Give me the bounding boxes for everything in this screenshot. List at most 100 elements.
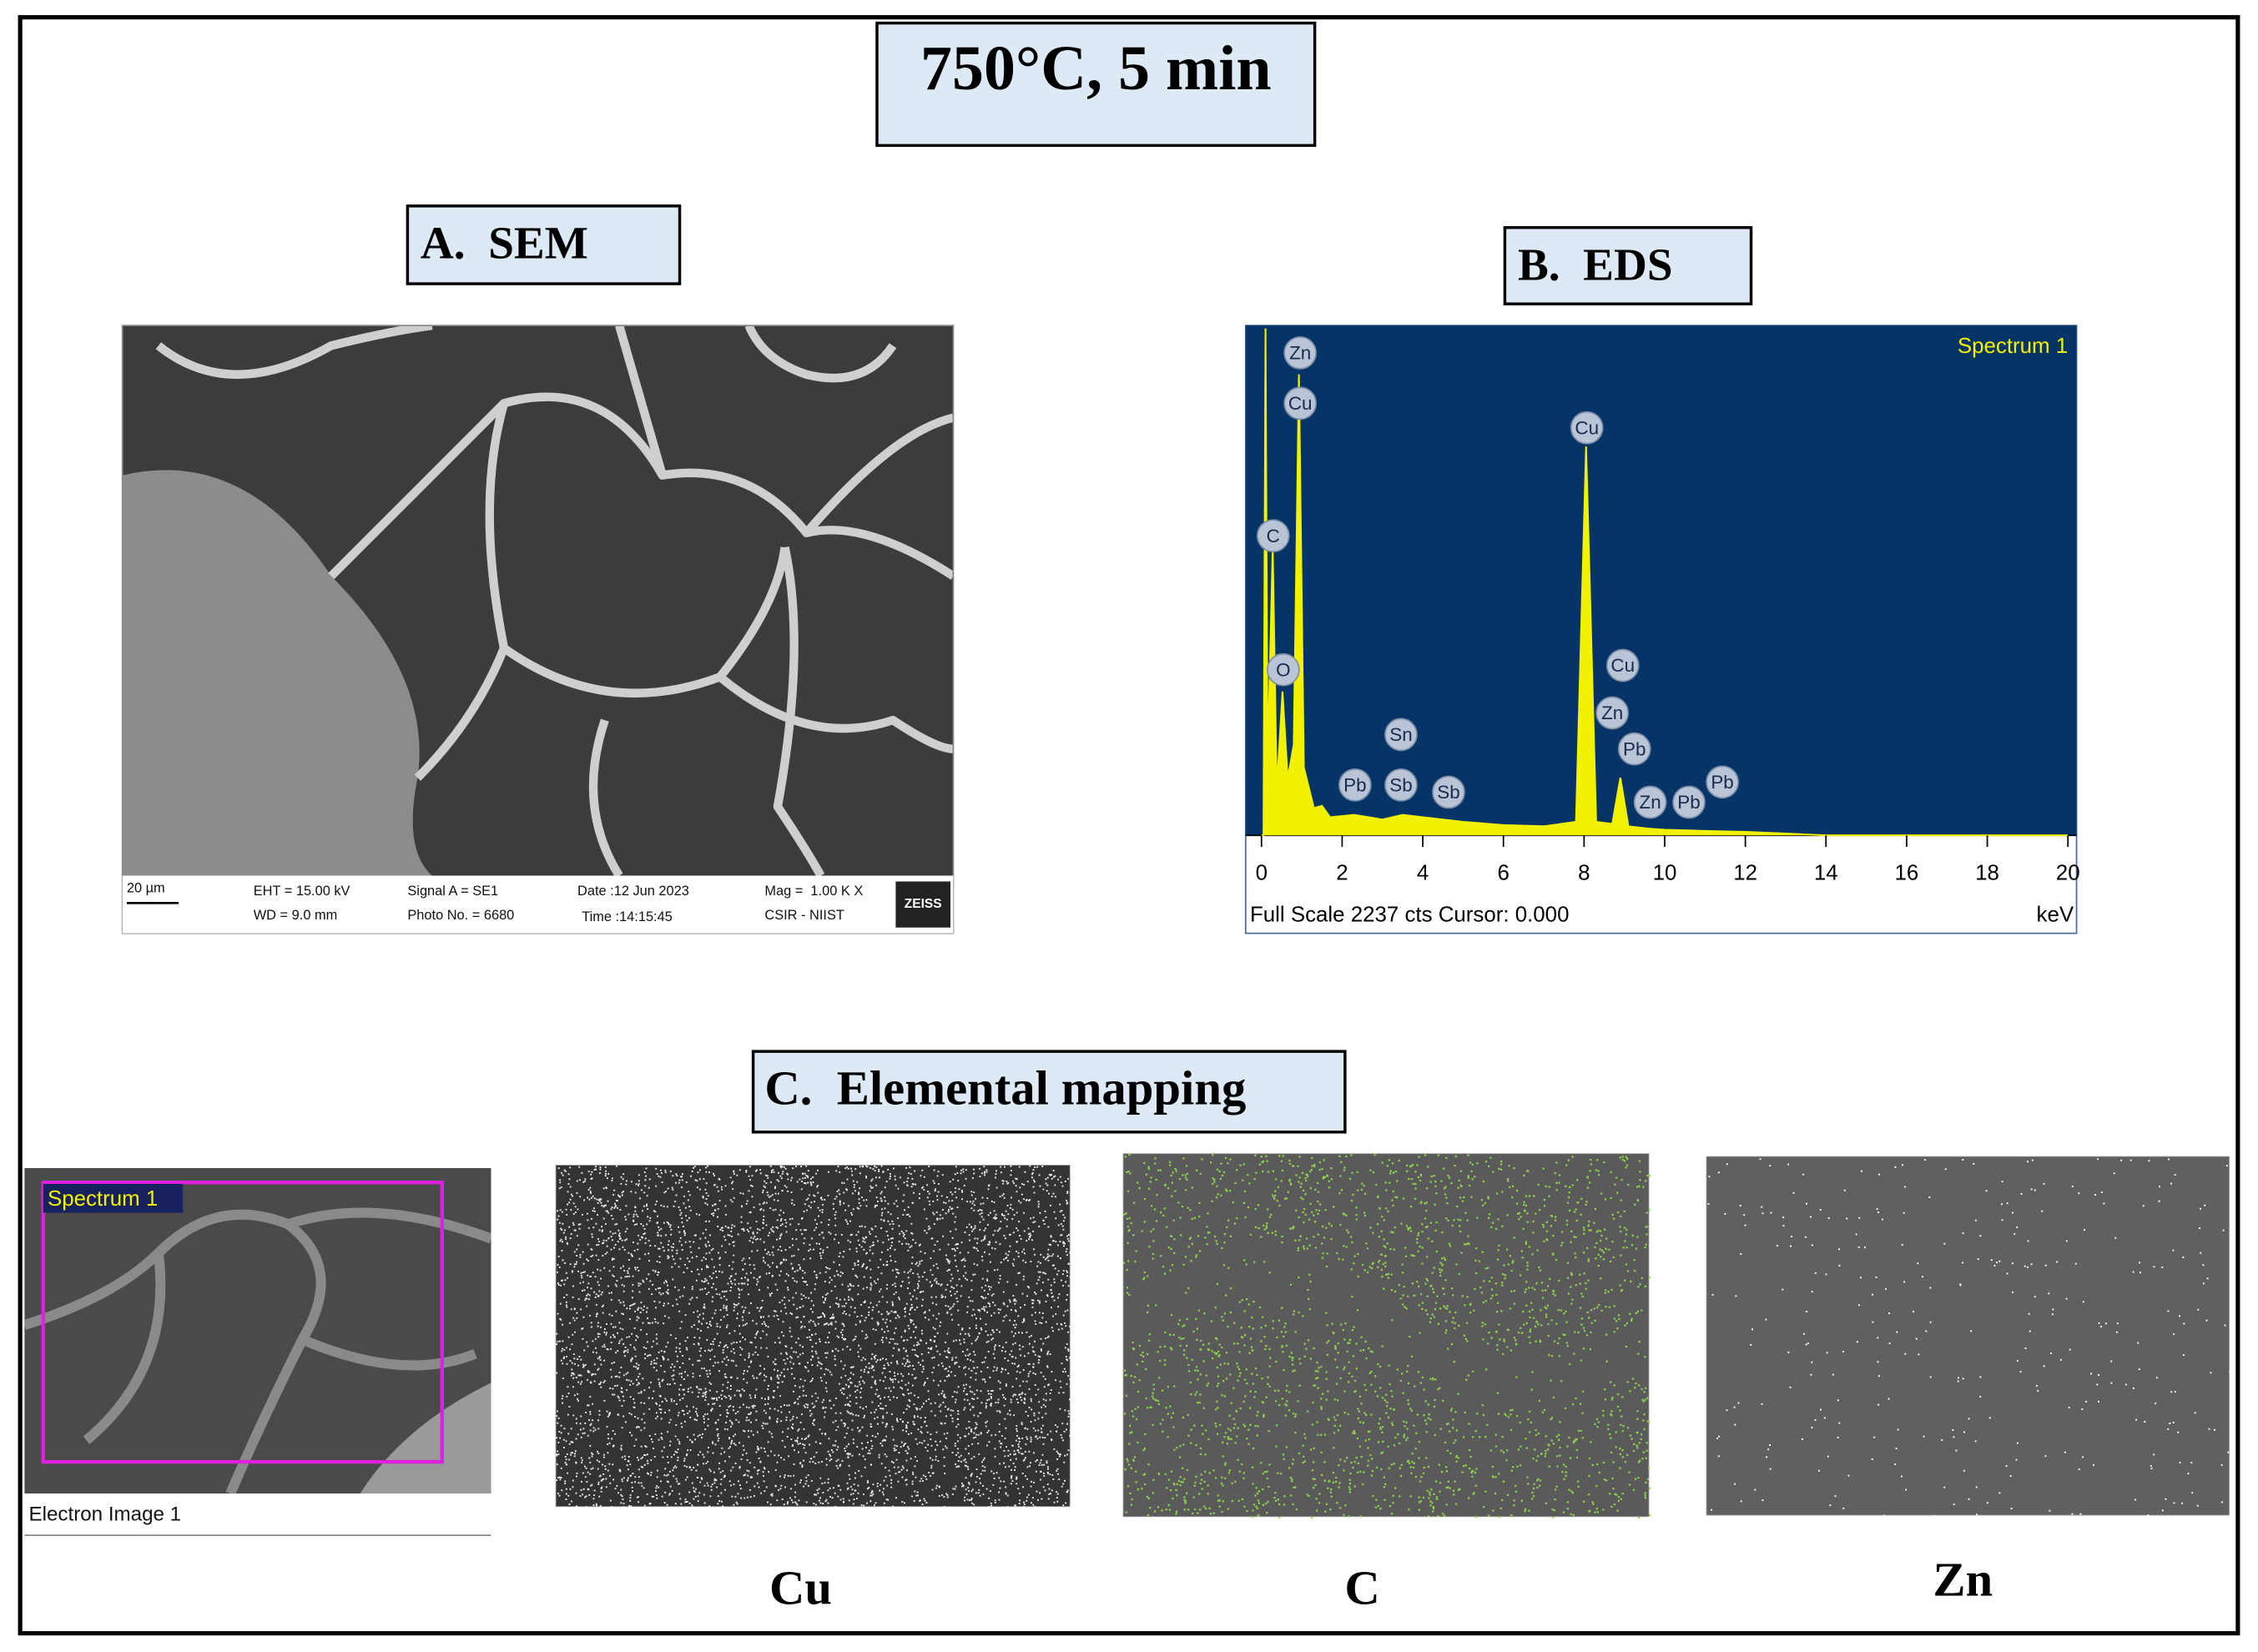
map-dot — [624, 1276, 627, 1278]
map-dot — [711, 1317, 713, 1319]
map-dot — [693, 1166, 694, 1169]
map-dot — [789, 1497, 791, 1499]
map-dot — [869, 1166, 872, 1169]
map-dot — [951, 1318, 954, 1321]
map-dot — [827, 1489, 829, 1492]
map-dot — [936, 1240, 939, 1242]
map-dot — [688, 1410, 691, 1413]
map-dot — [635, 1366, 638, 1368]
map-dot — [748, 1231, 750, 1232]
map-dot — [721, 1271, 723, 1273]
map-dot — [591, 1171, 593, 1173]
map-dot — [824, 1482, 826, 1484]
map-dot — [600, 1326, 602, 1328]
map-dot — [557, 1441, 560, 1443]
map-dot — [710, 1409, 713, 1412]
map-dot — [780, 1250, 783, 1252]
map-dot — [1032, 1503, 1035, 1506]
map-dot — [767, 1388, 769, 1390]
info-bar — [122, 875, 954, 934]
map-dot — [946, 1311, 949, 1313]
map-dot — [644, 1237, 647, 1240]
map-dot — [556, 1454, 558, 1457]
map-dot — [557, 1312, 559, 1315]
peak-label: Pb — [1711, 772, 1733, 793]
map-dot — [602, 1229, 603, 1231]
map-dot — [955, 1362, 958, 1364]
map-dot — [640, 1392, 643, 1394]
map-dot — [941, 1209, 944, 1211]
map-dot — [818, 1361, 819, 1363]
map-dot — [1033, 1191, 1036, 1194]
map-dot — [1069, 1252, 1071, 1254]
map-dot — [1015, 1323, 1017, 1326]
map-dot — [618, 1322, 621, 1324]
map-dot — [956, 1206, 959, 1208]
map-dot — [599, 1504, 602, 1507]
map-dot — [950, 1191, 952, 1193]
map-dot — [1039, 1492, 1041, 1494]
map-dot — [634, 1348, 637, 1351]
map-dot — [1055, 1379, 1057, 1382]
map-dot — [683, 1420, 686, 1423]
map-dot — [780, 1457, 783, 1459]
map-dot — [1046, 1462, 1048, 1464]
map-dot — [985, 1405, 987, 1408]
map-dot — [998, 1477, 1000, 1479]
map-dot — [557, 1422, 559, 1424]
map-dot — [1026, 1181, 1029, 1183]
map-dot — [914, 1308, 916, 1311]
map-dot — [766, 1191, 769, 1194]
map-dot — [991, 1247, 994, 1249]
map-dot — [616, 1165, 618, 1167]
map-dot — [970, 1191, 973, 1193]
map-dot — [607, 1211, 610, 1214]
map-dot — [686, 1453, 688, 1455]
map-dot — [839, 1298, 841, 1301]
map-dot — [826, 1292, 829, 1295]
map-dot — [1066, 1237, 1069, 1240]
peak-label: Cu — [1575, 417, 1599, 438]
map-dot — [771, 1436, 774, 1438]
map-dot — [658, 1226, 660, 1228]
map-dot — [741, 1348, 743, 1351]
map-dot — [572, 1285, 574, 1287]
map-dot — [706, 1322, 708, 1324]
map-dot — [614, 1375, 617, 1378]
map-dot — [861, 1196, 863, 1199]
info-text: EHT = 15.00 kV — [254, 884, 350, 899]
map-dot — [933, 1182, 935, 1184]
map-dot — [1034, 1353, 1036, 1356]
map-dot — [920, 1352, 923, 1355]
map-dot — [796, 1441, 799, 1443]
map-dot — [896, 1445, 899, 1448]
map-dot — [820, 1257, 823, 1260]
map-dot — [837, 1302, 839, 1305]
map-dot — [557, 1450, 559, 1453]
map-dot — [829, 1487, 831, 1489]
map-dot — [725, 1309, 728, 1312]
map-dot — [966, 1348, 969, 1351]
map-dot — [635, 1183, 638, 1186]
map-dot — [731, 1235, 733, 1237]
map-dot — [617, 1241, 619, 1243]
map-dot — [813, 1248, 814, 1251]
map-dot — [703, 1415, 705, 1418]
map-dot — [571, 1372, 573, 1374]
map-dot — [1022, 1275, 1025, 1277]
map-dot — [1017, 1443, 1020, 1445]
map-dot — [565, 1493, 567, 1495]
map-dot — [822, 1296, 824, 1298]
map-dot — [1048, 1488, 1051, 1490]
map-dot — [701, 1395, 703, 1398]
map-dot — [1006, 1305, 1009, 1307]
map-dot — [1030, 1502, 1032, 1504]
map-dot — [822, 1503, 824, 1505]
map-dot — [592, 1498, 595, 1500]
map-dot — [927, 1347, 930, 1349]
map-dot — [725, 1364, 728, 1366]
map-dot — [839, 1275, 842, 1277]
map-dot — [614, 1223, 617, 1226]
map-dot — [955, 1243, 957, 1246]
map-dot — [859, 1226, 861, 1227]
